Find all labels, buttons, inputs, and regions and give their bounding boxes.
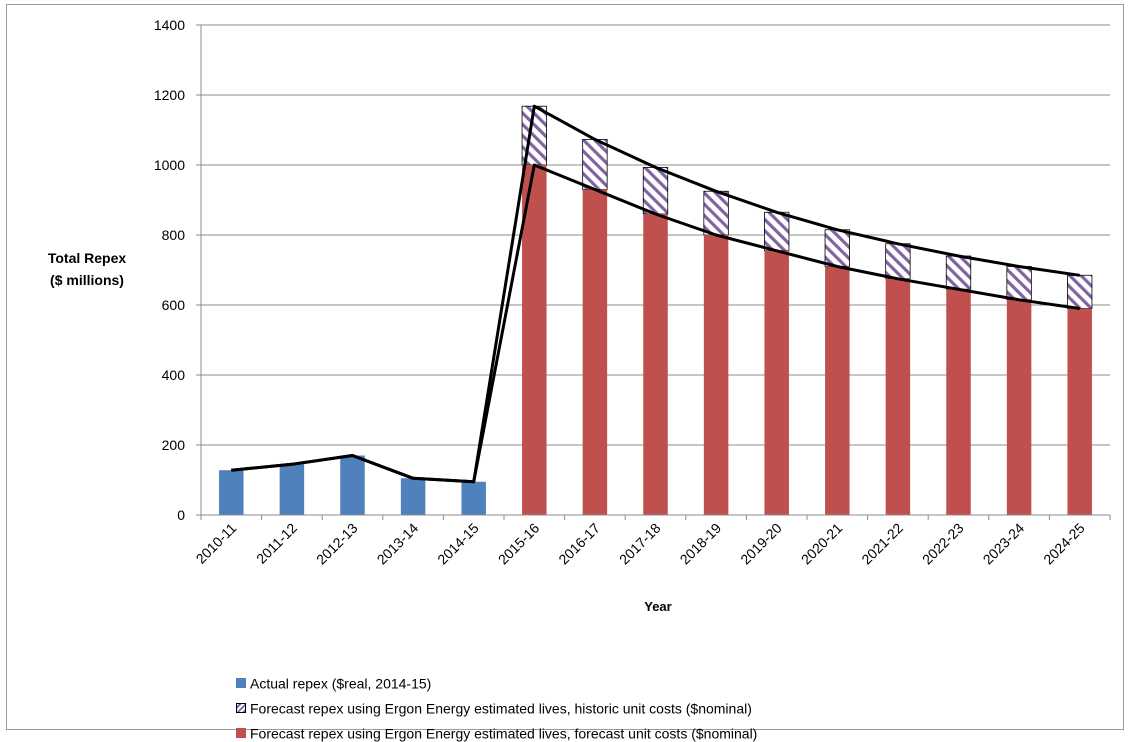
x-tick-label: 2014-15 bbox=[434, 520, 482, 568]
y-tick-labels: 0 200 400 600 800 1000 1200 1400 bbox=[154, 17, 185, 523]
x-tick-label: 2024-25 bbox=[1040, 520, 1088, 568]
trend-lines bbox=[231, 104, 1080, 484]
legend-item-forecast: Forecast repex using Ergon Energy estima… bbox=[236, 723, 757, 741]
bar-historic-unit-costs bbox=[642, 167, 669, 215]
legend-swatch-actual bbox=[236, 678, 246, 689]
bar-historic-unit-costs bbox=[703, 190, 729, 236]
y-tick-label: 400 bbox=[162, 367, 186, 383]
x-tick-label: 2015-16 bbox=[495, 520, 543, 568]
x-tick-label: 2023-24 bbox=[980, 520, 1028, 568]
bar-forecast-unit-costs bbox=[582, 189, 608, 515]
bar-forecast-unit-costs bbox=[825, 266, 850, 515]
bar-forecast-unit-costs bbox=[522, 165, 547, 515]
legend-label-forecast: Forecast repex using Ergon Energy estima… bbox=[250, 725, 758, 742]
x-tick-label: 2022-23 bbox=[919, 520, 967, 568]
y-tick-label: 1000 bbox=[154, 157, 185, 173]
x-tick-label: 2011-12 bbox=[253, 520, 300, 567]
bars bbox=[219, 105, 1093, 515]
legend-item-actual: Actual repex ($real, 2014-15) bbox=[236, 673, 431, 691]
y-tick-label: 600 bbox=[162, 297, 186, 313]
bar-historic-unit-costs bbox=[885, 243, 911, 280]
x-tick-labels: 2010-11 2011-12 2012-13 2013-14 2014-15 2015-… bbox=[193, 520, 1088, 568]
bar-forecast-unit-costs bbox=[764, 250, 789, 515]
y-axis-label-line2: ($ millions) bbox=[50, 272, 124, 288]
bar-actual bbox=[400, 478, 426, 515]
x-tick-label: 2010-11 bbox=[193, 520, 240, 567]
bar-historic-unit-costs bbox=[1067, 274, 1093, 309]
y-tick-label: 1200 bbox=[154, 87, 185, 103]
legend-label-actual: Actual repex ($real, 2014-15) bbox=[250, 675, 432, 692]
bar-actual bbox=[279, 464, 305, 515]
bar-forecast-unit-costs bbox=[885, 278, 911, 515]
x-tick-label: 2017-18 bbox=[616, 520, 664, 568]
bar-forecast-unit-costs bbox=[946, 289, 971, 515]
y-tick-label: 800 bbox=[162, 227, 186, 243]
bar-historic-unit-costs bbox=[582, 139, 608, 190]
y-axis-label-line1: Total Repex bbox=[48, 250, 127, 266]
legend-swatch-forecast bbox=[236, 728, 246, 739]
chart-frame bbox=[6, 4, 1124, 730]
bar-forecast-unit-costs bbox=[1067, 308, 1092, 515]
legend-label-historic: Forecast repex using Ergon Energy estima… bbox=[250, 700, 752, 717]
bar-historic-unit-costs bbox=[1006, 266, 1032, 301]
bar-actual bbox=[340, 455, 365, 515]
x-tick-label: 2021-22 bbox=[858, 520, 906, 568]
x-tick-label: 2012-13 bbox=[313, 520, 361, 568]
bar-historic-unit-costs bbox=[945, 255, 972, 290]
y-tick-label: 0 bbox=[177, 507, 185, 523]
axes bbox=[196, 24, 1111, 520]
bar-historic-unit-costs bbox=[764, 211, 790, 252]
bar-historic-unit-costs bbox=[824, 229, 850, 267]
y-tick-label: 200 bbox=[162, 437, 186, 453]
x-tick-label: 2019-20 bbox=[737, 520, 785, 568]
bar-forecast-unit-costs bbox=[1006, 299, 1032, 515]
x-axis-label: Year bbox=[644, 599, 671, 614]
y-tick-label: 1400 bbox=[154, 17, 185, 33]
x-tick-label: 2016-17 bbox=[555, 520, 603, 568]
bar-forecast-unit-costs bbox=[703, 235, 729, 515]
bar-actual bbox=[461, 481, 486, 515]
x-tick-label: 2013-14 bbox=[374, 520, 422, 568]
trend-line-forecast bbox=[231, 163, 1080, 484]
legend-item-historic: Forecast repex using Ergon Energy estima… bbox=[236, 698, 752, 716]
x-tick-label: 2020-21 bbox=[798, 520, 846, 568]
x-tick-label: 2018-19 bbox=[677, 520, 725, 568]
legend-swatch-historic bbox=[236, 703, 246, 714]
bar-actual bbox=[219, 470, 244, 515]
bar-forecast-unit-costs bbox=[643, 214, 668, 515]
